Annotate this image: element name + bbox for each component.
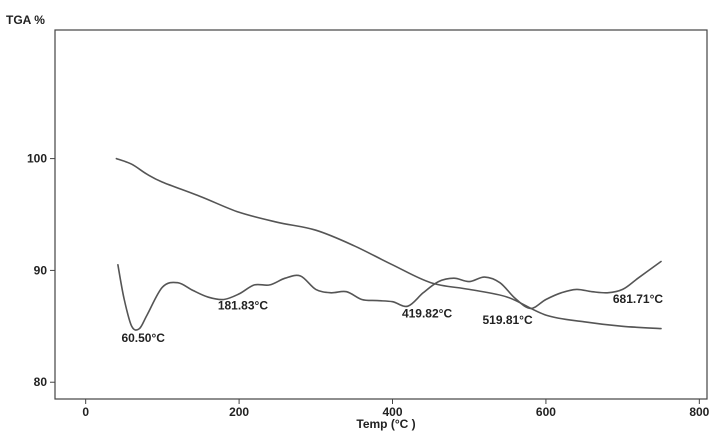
y-tick-label: 100 xyxy=(27,152,47,166)
annotation-layer: 60.50°C 181.83°C 419.82°C 519.81°C 681.71°C xyxy=(121,292,663,345)
x-tick-label: 400 xyxy=(382,405,402,419)
peak-annotation: 681.71°C xyxy=(613,292,664,306)
x-tick-label: 800 xyxy=(689,405,709,419)
peak-annotation: 60.50°C xyxy=(121,331,165,345)
y-tick-label: 80 xyxy=(34,375,48,389)
x-axis-title: Temp (°C ) xyxy=(356,417,415,431)
tga-curve xyxy=(115,157,662,330)
y-axis-title: TGA % xyxy=(6,13,45,27)
peak-annotation: 519.81°C xyxy=(482,313,533,327)
x-tick-label: 200 xyxy=(229,405,249,419)
y-ticks: 80 90 100 xyxy=(27,152,55,389)
x-tick-label: 600 xyxy=(536,405,556,419)
y-tick-label: 90 xyxy=(34,263,48,277)
peak-annotation: 419.82°C xyxy=(402,306,453,320)
x-tick-label: 0 xyxy=(82,405,89,419)
dta-curve xyxy=(117,260,662,331)
series-layer xyxy=(115,157,662,331)
x-ticks: 0 200 400 600 800 xyxy=(82,399,710,419)
plot-frame xyxy=(54,29,708,400)
peak-annotation: 181.83°C xyxy=(218,299,269,313)
